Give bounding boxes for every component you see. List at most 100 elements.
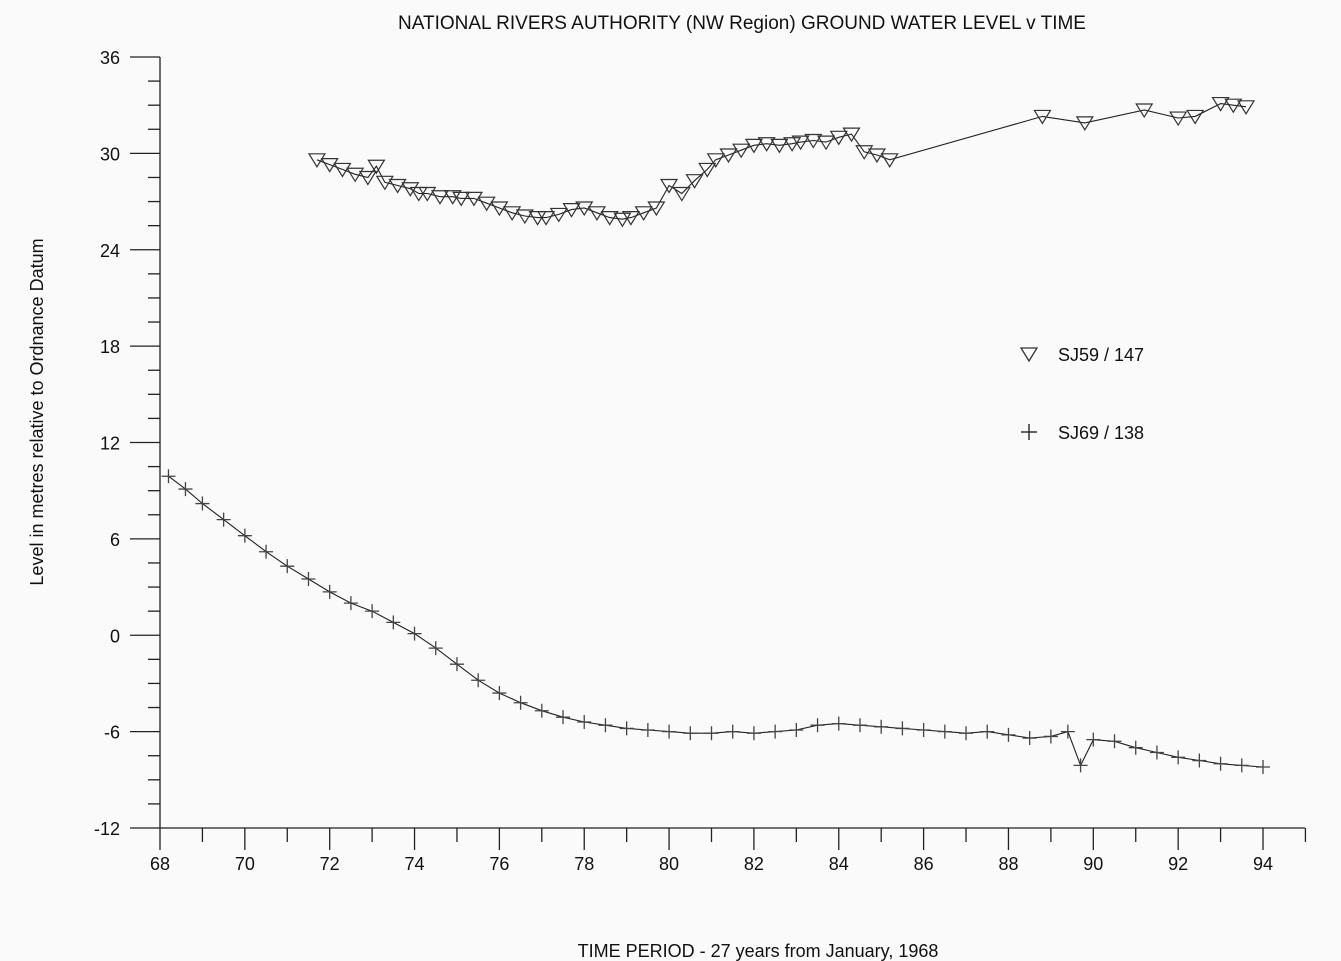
legend: SJ59 / 147 SJ69 / 138 xyxy=(1019,345,1144,443)
data-point xyxy=(452,191,471,207)
data-point xyxy=(1224,98,1243,114)
data-point xyxy=(320,158,339,173)
y-tick-label: -12 xyxy=(94,819,120,839)
data-point xyxy=(386,615,401,630)
data-point xyxy=(683,726,698,741)
data-point xyxy=(783,137,802,152)
data-point xyxy=(1033,109,1052,125)
y-axis-label: Level in metres relative to Ordnance Dat… xyxy=(27,238,47,585)
series-sj59-147 xyxy=(307,96,1256,228)
x-tick-label: 84 xyxy=(829,854,849,874)
x-tick-label: 68 xyxy=(150,854,170,874)
data-point xyxy=(732,143,751,159)
data-point xyxy=(619,721,634,736)
data-point xyxy=(515,209,534,225)
data-point xyxy=(375,175,394,191)
data-point xyxy=(237,528,252,543)
data-point xyxy=(449,657,464,672)
data-point xyxy=(770,138,789,154)
data-point xyxy=(534,703,549,718)
data-point xyxy=(600,211,619,226)
data-point xyxy=(407,626,422,641)
data-point xyxy=(536,211,556,226)
x-tick-label: 78 xyxy=(574,854,594,874)
data-point xyxy=(388,178,407,194)
data-point xyxy=(1171,750,1186,765)
data-point xyxy=(634,206,653,221)
data-point xyxy=(916,723,931,738)
x-tick-label: 88 xyxy=(998,854,1018,874)
data-point xyxy=(1022,731,1037,746)
data-point xyxy=(598,718,613,733)
data-point xyxy=(1169,111,1188,127)
y-tick-label: 6 xyxy=(110,530,120,550)
data-point xyxy=(418,186,437,202)
data-point xyxy=(503,206,522,221)
data-point xyxy=(464,191,484,207)
data-point xyxy=(672,186,691,202)
data-point xyxy=(1001,727,1016,742)
data-point xyxy=(549,207,568,223)
data-point xyxy=(613,212,632,228)
x-tick-label: 76 xyxy=(489,854,509,874)
x-tick-label: 80 xyxy=(659,854,679,874)
data-point xyxy=(161,469,176,484)
data-point xyxy=(365,604,380,619)
series-sj69-138 xyxy=(161,469,1270,774)
data-point xyxy=(1149,745,1164,760)
data-point xyxy=(874,719,889,734)
x-tick-label: 86 xyxy=(914,854,934,874)
data-point xyxy=(746,726,761,741)
data-point xyxy=(855,145,874,160)
data-point xyxy=(259,544,274,559)
x-tick-label: 90 xyxy=(1083,854,1103,874)
data-point xyxy=(477,196,496,212)
data-point xyxy=(322,584,337,599)
data-point xyxy=(575,201,594,217)
y-tick-label: -6 xyxy=(104,723,120,743)
data-point xyxy=(789,723,804,738)
series-line xyxy=(168,475,1264,768)
y-tick-label: 0 xyxy=(110,626,120,646)
data-point xyxy=(367,159,386,175)
data-point xyxy=(816,135,836,151)
data-point xyxy=(831,716,846,731)
data-point xyxy=(1213,756,1228,771)
data-point xyxy=(804,133,823,149)
data-point xyxy=(562,202,581,218)
data-point xyxy=(725,724,740,739)
data-point xyxy=(430,190,450,205)
data-point xyxy=(178,482,193,497)
x-tick-label: 82 xyxy=(744,854,764,874)
x-tick-label: 70 xyxy=(235,854,255,874)
data-point xyxy=(577,714,592,729)
data-point xyxy=(556,710,571,725)
y-tick-label: 18 xyxy=(100,337,120,357)
data-point xyxy=(471,673,486,688)
data-point xyxy=(768,724,783,739)
data-point xyxy=(195,496,210,511)
data-point xyxy=(1060,724,1075,739)
data-point xyxy=(895,721,910,736)
data-point xyxy=(513,695,528,710)
x-tick-label: 74 xyxy=(405,854,425,874)
data-point xyxy=(1086,732,1101,747)
data-point xyxy=(280,559,295,574)
data-point xyxy=(1107,734,1122,749)
data-point xyxy=(1211,96,1230,112)
data-point xyxy=(1234,758,1249,773)
data-point xyxy=(358,170,377,186)
data-point xyxy=(791,135,810,151)
data-point xyxy=(401,182,420,197)
x-tick-label: 72 xyxy=(320,854,340,874)
data-point xyxy=(307,153,327,168)
series-line xyxy=(316,103,1247,220)
data-point xyxy=(428,641,443,656)
x-tick-label: 94 xyxy=(1253,854,1273,874)
legend-marker-sj59 xyxy=(1019,347,1039,363)
data-point xyxy=(852,718,867,733)
axes: 36 30 24 18 12 6 0 -6 -12 68 70 72 74 76 78 80 82 84 86 88 9… xyxy=(94,48,1307,874)
data-point xyxy=(662,724,677,739)
data-point xyxy=(587,206,607,221)
